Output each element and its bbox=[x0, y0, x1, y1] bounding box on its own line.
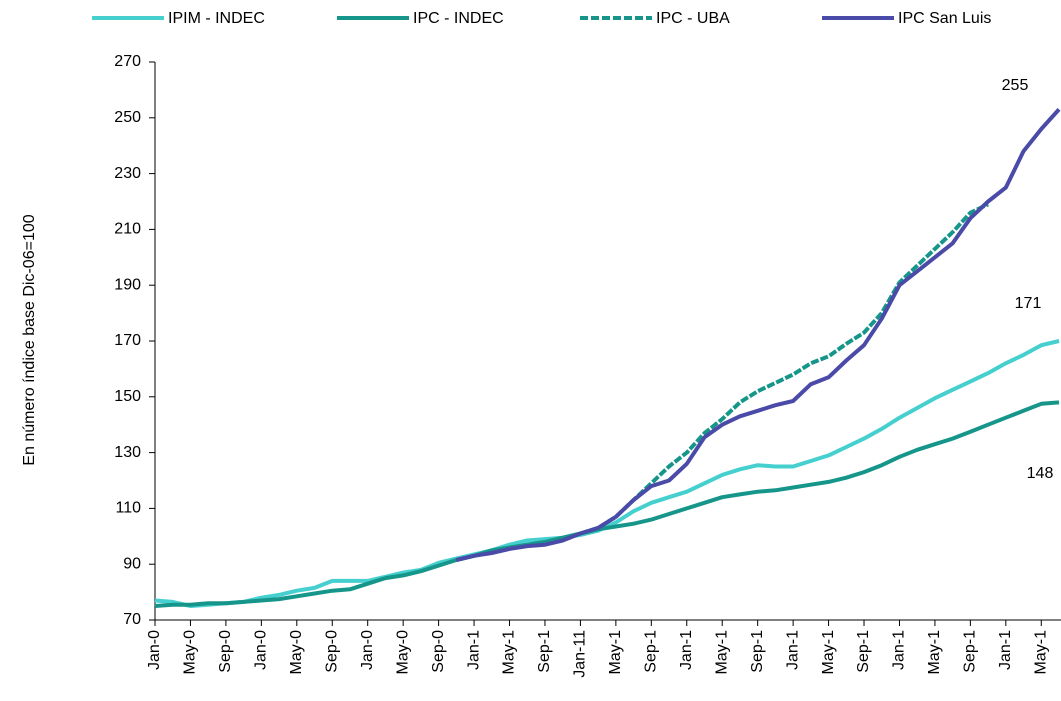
x-tick-label: May-0 bbox=[182, 630, 199, 675]
legend-label: IPC San Luis bbox=[898, 10, 991, 27]
annotation: 171 bbox=[1015, 295, 1042, 312]
y-axis-label: En número índice base Dic-06=100 bbox=[21, 214, 38, 465]
y-tick-label: 210 bbox=[114, 221, 141, 238]
x-tick-label: Jan-1 bbox=[891, 630, 908, 670]
x-tick-label: Jan-1 bbox=[465, 630, 482, 670]
y-tick-label: 170 bbox=[114, 332, 141, 349]
x-tick-label: Jan-0 bbox=[359, 630, 376, 670]
y-tick-label: 270 bbox=[114, 53, 141, 70]
annotation: 255 bbox=[1002, 77, 1029, 94]
x-tick-label: May-1 bbox=[1032, 630, 1049, 675]
x-tick-label: Jan-0 bbox=[146, 630, 163, 670]
x-tick-label: May-1 bbox=[501, 630, 518, 675]
y-tick-label: 230 bbox=[114, 165, 141, 182]
x-tick-label: Jan-1 bbox=[678, 630, 695, 670]
x-tick-label: Jan-0 bbox=[253, 630, 270, 670]
x-tick-label: Sep-1 bbox=[643, 630, 660, 673]
y-tick-label: 150 bbox=[114, 388, 141, 405]
annotation: 148 bbox=[1027, 465, 1054, 482]
legend-label: IPC - UBA bbox=[656, 10, 730, 27]
series-line bbox=[154, 400, 1060, 608]
x-tick-label: Sep-0 bbox=[430, 630, 447, 673]
series-line bbox=[579, 202, 989, 536]
series-line bbox=[455, 108, 1061, 562]
y-tick-label: 190 bbox=[114, 276, 141, 293]
x-tick-label: May-0 bbox=[288, 630, 305, 675]
x-tick-label: Sep-0 bbox=[323, 630, 340, 673]
y-tick-label: 70 bbox=[123, 611, 141, 628]
x-tick-label: Jan-1 bbox=[997, 630, 1014, 670]
x-tick-label: May-1 bbox=[820, 630, 837, 675]
series-line bbox=[154, 339, 1060, 608]
y-tick-label: 110 bbox=[115, 500, 141, 517]
y-tick-label: 90 bbox=[123, 555, 141, 572]
x-tick-label: May-1 bbox=[713, 630, 730, 675]
x-tick-label: Sep-1 bbox=[536, 630, 553, 673]
x-tick-label: May-0 bbox=[394, 630, 411, 675]
x-tick-label: May-1 bbox=[926, 630, 943, 675]
y-tick-label: 130 bbox=[114, 444, 141, 461]
x-tick-label: Jan-1 bbox=[784, 630, 801, 670]
legend-label: IPC - INDEC bbox=[413, 10, 504, 27]
legend-label: IPIM - INDEC bbox=[168, 10, 265, 27]
x-tick-label: Jan-11 bbox=[572, 630, 589, 678]
x-tick-label: Sep-1 bbox=[749, 630, 766, 673]
x-tick-label: Sep-0 bbox=[217, 630, 234, 673]
x-tick-label: Sep-1 bbox=[962, 630, 979, 673]
x-tick-label: Sep-1 bbox=[855, 630, 872, 673]
y-tick-label: 250 bbox=[114, 109, 141, 126]
x-tick-label: May-1 bbox=[607, 630, 624, 675]
